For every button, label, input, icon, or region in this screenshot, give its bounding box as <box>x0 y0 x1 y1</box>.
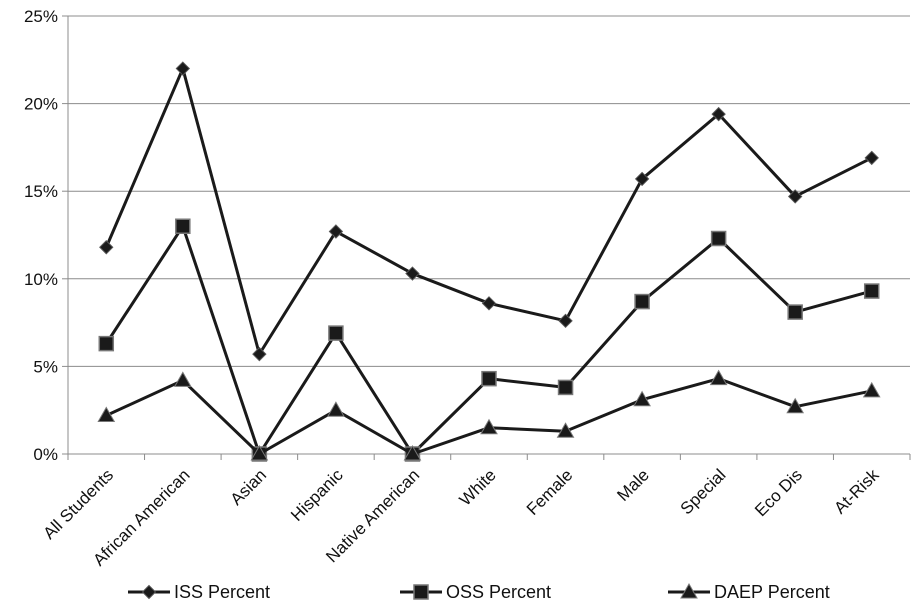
oss-percent-point <box>863 283 880 299</box>
iss-percent-line <box>104 67 873 356</box>
x-tick-label: Male <box>613 465 652 504</box>
legend-item-oss-percent: OSS Percent <box>400 582 551 602</box>
oss-percent-point <box>787 304 803 320</box>
x-tick-label: Asian <box>227 465 271 509</box>
daep-percent-point <box>786 397 805 414</box>
daep-percent-point <box>250 444 269 461</box>
x-tick-label: Hispanic <box>287 465 347 525</box>
y-tick-label: 15% <box>24 182 58 201</box>
daep-percent-series <box>97 369 881 461</box>
oss-percent-point <box>98 335 115 352</box>
iss-percent-point <box>175 61 191 76</box>
iss-percent-point <box>328 224 344 239</box>
legend-marker-diamond <box>141 584 157 600</box>
oss-percent-point <box>710 230 727 247</box>
daep-percent-line <box>105 377 873 456</box>
iss-percent-point <box>634 171 650 187</box>
legend: ISS Percent OSS Percent DAEP Percent <box>128 582 830 602</box>
iss-percent-point <box>99 240 114 255</box>
legend-marker-triangle <box>680 582 698 599</box>
iss-percent-point <box>481 296 497 311</box>
oss-percent-point <box>634 293 650 310</box>
x-tick-label: Special <box>677 465 730 518</box>
legend-item-iss-percent: ISS Percent <box>128 582 270 602</box>
gridlines <box>68 15 910 367</box>
y-tick-label: 20% <box>24 95 58 114</box>
iss-percent-point <box>711 106 726 122</box>
oss-percent-series <box>98 218 880 462</box>
y-tick-label: 10% <box>24 270 58 289</box>
x-tick-label: All Students <box>40 465 118 543</box>
y-tick-label: 5% <box>33 357 58 376</box>
oss-percent-point <box>175 218 191 234</box>
daep-percent-point <box>480 418 498 435</box>
iss-percent-point <box>252 346 267 362</box>
daep-percent-point <box>633 390 651 407</box>
iss-percent-point <box>558 313 573 329</box>
daep-percent-point <box>556 422 575 438</box>
x-tick-label: Eco Dis <box>751 465 806 520</box>
x-tick-label: Female <box>523 465 577 519</box>
daep-percent-point <box>709 369 728 386</box>
daep-percent-point <box>327 401 345 417</box>
y-tick-label: 25% <box>24 7 58 26</box>
iss-percent-point <box>405 266 420 281</box>
iss-percent-series <box>99 61 879 362</box>
oss-percent-point <box>328 325 344 341</box>
legend-item-daep-percent: DAEP Percent <box>668 582 830 602</box>
daep-percent-point <box>97 406 116 422</box>
daep-percent-point <box>403 444 422 461</box>
axes <box>62 15 911 460</box>
iss-percent-point <box>864 150 879 166</box>
legend-label: OSS Percent <box>446 582 551 602</box>
legend-marker-square <box>413 584 429 600</box>
daep-percent-point <box>862 381 881 398</box>
oss-percent-point <box>557 379 574 396</box>
series-lines <box>97 61 881 462</box>
legend-label: ISS Percent <box>174 582 270 602</box>
x-tick-label: White <box>456 465 500 509</box>
iss-percent-point <box>787 189 803 204</box>
y-axis-tick-labels: 0% 5% 10% 15% 20% 25% <box>24 7 58 464</box>
y-tick-label: 0% <box>33 445 58 464</box>
x-tick-label: At-Risk <box>830 465 883 518</box>
legend-label: DAEP Percent <box>714 582 830 602</box>
oss-percent-point <box>481 370 497 387</box>
daep-percent-point <box>173 371 192 387</box>
